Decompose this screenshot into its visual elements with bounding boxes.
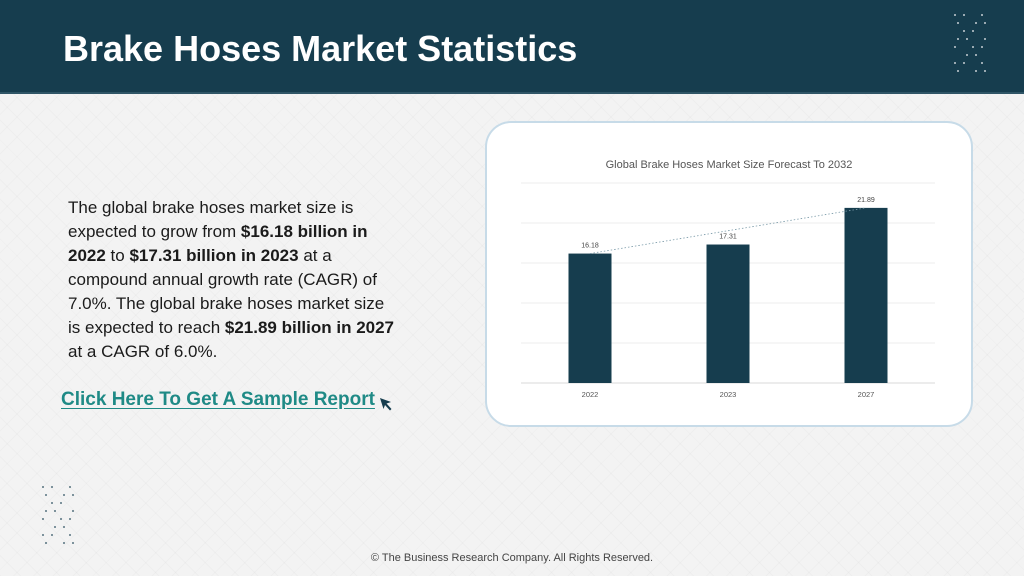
dot bbox=[984, 22, 986, 24]
dot bbox=[975, 70, 977, 72]
dot bbox=[975, 22, 977, 24]
dot bbox=[45, 542, 47, 544]
dot bbox=[60, 502, 62, 504]
dot bbox=[984, 38, 986, 40]
dot bbox=[972, 30, 974, 32]
x-tick-label-2027: 2027 bbox=[858, 390, 875, 399]
dot bbox=[42, 486, 44, 488]
x-tick-label-2023: 2023 bbox=[720, 390, 737, 399]
dot bbox=[72, 542, 74, 544]
chart-card: Global Brake Hoses Market Size Forecast … bbox=[485, 121, 973, 427]
dot-pattern-decoration bbox=[42, 486, 82, 552]
data-label-2027: 21.89 bbox=[857, 197, 875, 204]
page-title: Brake Hoses Market Statistics bbox=[63, 28, 578, 69]
dot bbox=[51, 502, 53, 504]
dot bbox=[972, 46, 974, 48]
dot bbox=[63, 494, 65, 496]
dot bbox=[954, 14, 956, 16]
dot bbox=[42, 534, 44, 536]
dot bbox=[60, 518, 62, 520]
dot bbox=[981, 14, 983, 16]
dot bbox=[69, 486, 71, 488]
sample-report-link[interactable]: Click Here To Get A Sample Report bbox=[61, 389, 375, 410]
highlight-2027-value: $21.89 billion in 2027 bbox=[224, 318, 395, 337]
dot bbox=[63, 542, 65, 544]
bar-2027 bbox=[844, 207, 888, 383]
dot bbox=[963, 14, 965, 16]
dot bbox=[63, 526, 65, 528]
chart-title: Global Brake Hoses Market Size Forecast … bbox=[605, 159, 853, 171]
dot bbox=[45, 510, 47, 512]
dot bbox=[981, 62, 983, 64]
cursor-arrow-icon bbox=[380, 398, 392, 411]
dot bbox=[69, 534, 71, 536]
data-label-2023: 17.31 bbox=[719, 234, 737, 241]
copyright-footer: © The Business Research Company. All Rig… bbox=[370, 552, 654, 564]
dot bbox=[981, 46, 983, 48]
dot bbox=[45, 494, 47, 496]
dot-pattern-decoration bbox=[954, 14, 994, 80]
title-banner: Brake Hoses Market Statistics bbox=[0, 0, 1024, 94]
dot bbox=[963, 30, 965, 32]
dot bbox=[54, 510, 56, 512]
dot bbox=[984, 70, 986, 72]
dot bbox=[957, 70, 959, 72]
highlight-2022-value: $16.18 billion in 2022 bbox=[68, 222, 368, 265]
dot bbox=[51, 534, 53, 536]
dot bbox=[954, 46, 956, 48]
description-text: at a compound annual growth rate (CAGR) … bbox=[68, 246, 385, 337]
market-description: The global brake hoses market size is ex… bbox=[68, 196, 398, 364]
dot bbox=[957, 38, 959, 40]
dot bbox=[966, 38, 968, 40]
dot bbox=[975, 54, 977, 56]
description-text: at a CAGR of 6.0%. bbox=[68, 342, 218, 361]
dot bbox=[957, 22, 959, 24]
dot bbox=[51, 486, 53, 488]
dot bbox=[72, 494, 74, 496]
dot bbox=[54, 526, 56, 528]
trendline bbox=[589, 207, 867, 254]
bar-2023 bbox=[706, 244, 750, 383]
dot bbox=[69, 518, 71, 520]
bar-2022 bbox=[568, 253, 612, 383]
bar-chart: 16.18 2022 17.31 2023 21.89 2027 bbox=[521, 182, 935, 399]
dot bbox=[42, 518, 44, 520]
dot bbox=[954, 62, 956, 64]
description-text: to bbox=[105, 246, 130, 265]
data-label-2022: 16.18 bbox=[581, 243, 599, 250]
dot bbox=[72, 510, 74, 512]
highlight-2023-value: $17.31 billion in 2023 bbox=[129, 246, 299, 265]
dot bbox=[963, 62, 965, 64]
description-text: The global brake hoses market size is ex… bbox=[68, 198, 354, 241]
x-tick-label-2022: 2022 bbox=[582, 390, 599, 399]
dot bbox=[966, 54, 968, 56]
